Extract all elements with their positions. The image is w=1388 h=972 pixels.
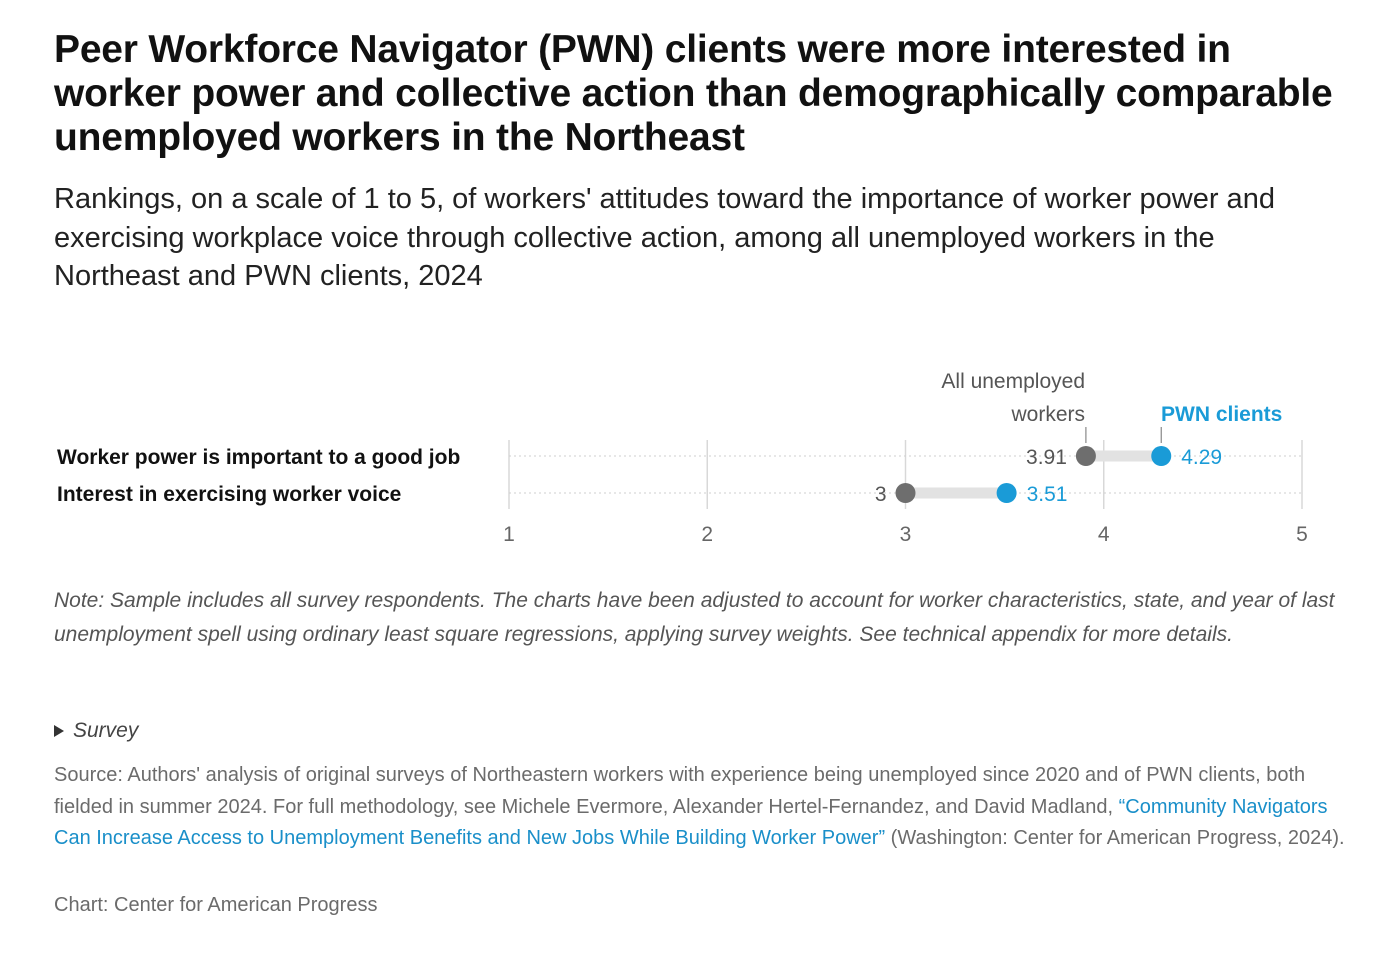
value-label-all-unemployed: 3 xyxy=(875,483,887,506)
triangle-right-icon xyxy=(54,725,64,737)
chart-title: Peer Workforce Navigator (PWN) clients w… xyxy=(54,28,1333,159)
chart-note: Note: Sample includes all survey respond… xyxy=(54,589,1335,646)
source-text: Source: Authors' analysis of original su… xyxy=(54,760,1354,855)
dot-all-unemployed xyxy=(895,483,916,503)
x-tick-label: 5 xyxy=(1296,523,1308,546)
source-report-link[interactable]: “Community Navigators Can Increase Acces… xyxy=(54,795,1328,850)
dot-all-unemployed xyxy=(1075,446,1096,466)
category-label: Interest in exercising worker voice xyxy=(57,483,401,506)
x-tick-label: 2 xyxy=(701,523,713,546)
dumbbell-chart: 1 2 3 4 5 Worker power is important to a goo… xyxy=(57,370,1308,546)
chart-credit: Chart: Center for American Progress xyxy=(54,894,378,916)
x-tick-label: 1 xyxy=(503,523,515,546)
survey-toggle-label: Survey xyxy=(73,719,139,742)
value-label-pwn-clients: 4.29 xyxy=(1181,446,1222,469)
x-tick-label: 3 xyxy=(900,523,912,546)
x-tick-label: 4 xyxy=(1098,523,1110,546)
value-label-pwn-clients: 3.51 xyxy=(1027,483,1068,506)
legend-pwn-clients: PWN clients xyxy=(1161,403,1282,426)
connectors xyxy=(905,450,1162,499)
labels: Worker power is important to a good job I… xyxy=(57,427,1222,506)
source-suffix: (Washington: Center for American Progres… xyxy=(885,827,1345,849)
dot-pwn-clients xyxy=(996,483,1017,503)
legend-unemployed-line1: All unemployed xyxy=(941,370,1085,393)
chart-subtitle: Rankings, on a scale of 1 to 5, of worke… xyxy=(54,183,1275,292)
dots xyxy=(895,446,1172,503)
category-label: Worker power is important to a good job xyxy=(57,446,460,469)
legend-unemployed-line2: workers xyxy=(1010,403,1085,426)
source-prefix: Source: Authors' analysis of original su… xyxy=(54,764,1306,818)
dot-pwn-clients xyxy=(1151,446,1172,466)
survey-disclosure-toggle[interactable]: Survey xyxy=(54,719,138,743)
value-label-all-unemployed: 3.91 xyxy=(1026,446,1067,469)
